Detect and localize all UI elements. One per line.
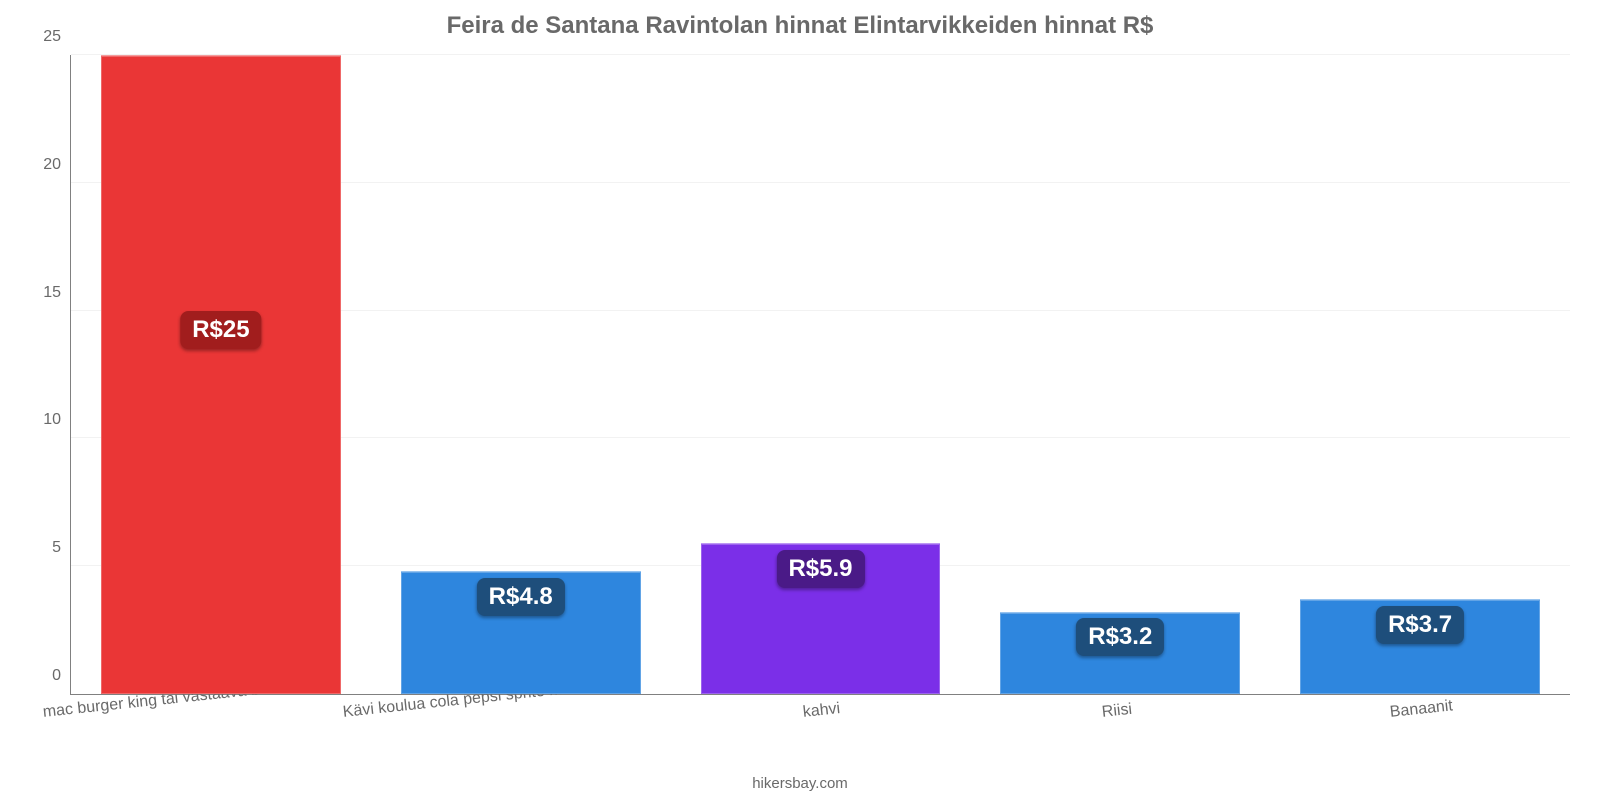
- x-tick-label: Riisi: [1100, 691, 1133, 722]
- y-tick-label: 15: [43, 284, 71, 302]
- value-badge: R$25: [180, 311, 261, 349]
- y-tick-label: 20: [43, 156, 71, 174]
- value-badge: R$5.9: [776, 550, 864, 588]
- plot-area: 0510152025R$25mac burger king tai vastaa…: [70, 55, 1570, 695]
- value-badge: R$3.2: [1076, 618, 1164, 656]
- bar: [101, 55, 341, 694]
- chart-title: Feira de Santana Ravintolan hinnat Elint…: [0, 12, 1600, 40]
- y-tick-label: 25: [43, 28, 71, 46]
- value-badge: R$3.7: [1376, 606, 1464, 644]
- y-tick-label: 5: [52, 539, 71, 557]
- x-tick-label: kahvi: [801, 690, 841, 722]
- y-tick-label: 0: [52, 667, 71, 685]
- value-badge: R$4.8: [477, 578, 565, 616]
- chart-container: Feira de Santana Ravintolan hinnat Elint…: [0, 0, 1600, 800]
- y-tick-label: 10: [43, 411, 71, 429]
- attribution-text: hikersbay.com: [0, 775, 1600, 792]
